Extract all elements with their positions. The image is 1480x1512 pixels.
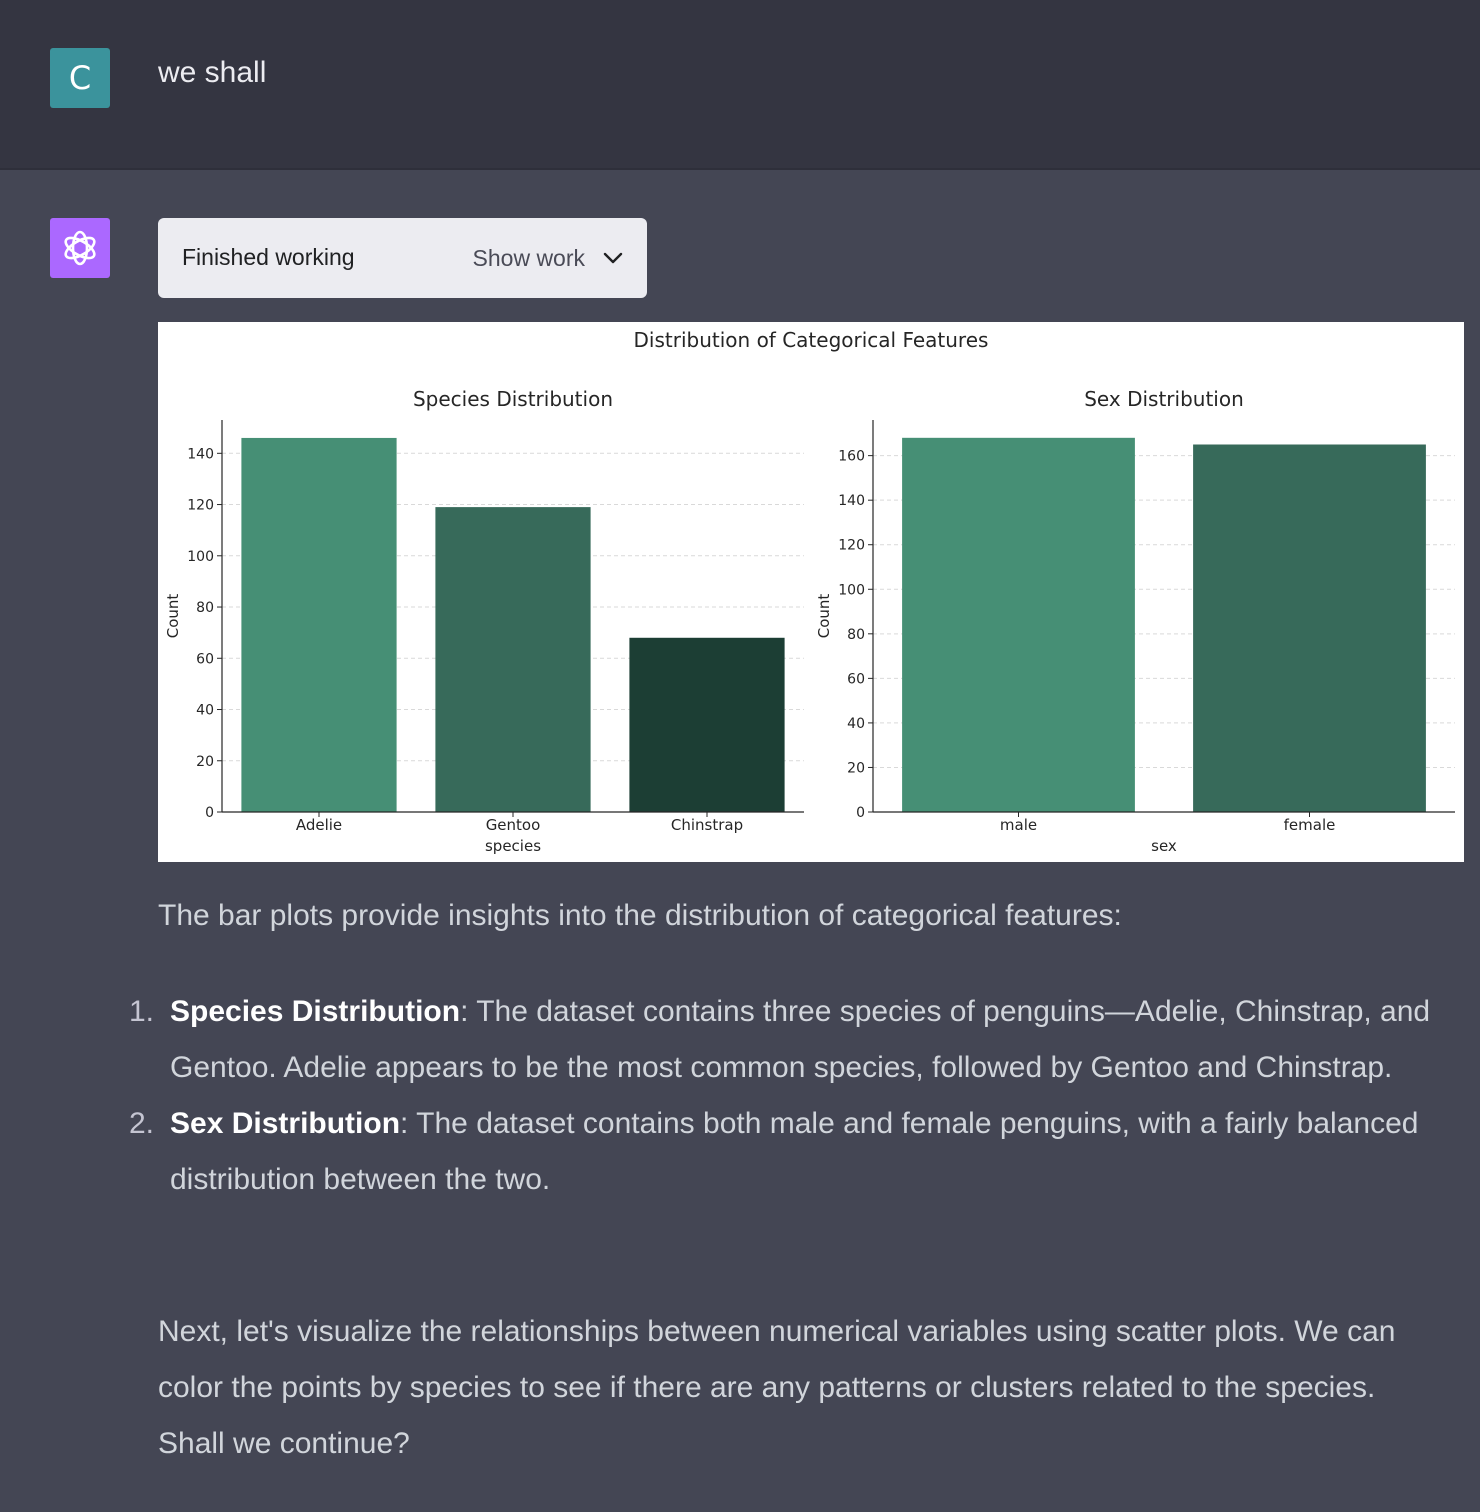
y-tick-label: 80 <box>847 627 865 643</box>
list-item: 2. Sex Distribution: The dataset contain… <box>120 1096 1440 1208</box>
bar-charts-figure: Distribution of Categorical Features 0 20… <box>164 328 1455 855</box>
response-closing: Next, let's visualize the relationships … <box>158 1315 1396 1460</box>
y-axis-label: Count <box>815 594 833 639</box>
y-tick-label: 160 <box>838 449 865 465</box>
user-message-text: we shall <box>158 56 267 89</box>
x-tick-label: Gentoo <box>486 816 541 834</box>
list-text: : The dataset contains three species of … <box>170 995 1431 1084</box>
openai-logo-icon <box>64 230 96 266</box>
x-axis-label: species <box>485 837 541 855</box>
x-axis-label: sex <box>1151 837 1177 855</box>
y-tick-label: 60 <box>196 651 214 667</box>
chart-title: Species Distribution <box>413 387 613 411</box>
bar-female <box>1193 444 1426 812</box>
user-message-row: C we shall <box>0 0 1480 170</box>
y-tick-label: 100 <box>838 582 865 598</box>
response-intro: The bar plots provide insights into the … <box>158 899 1122 932</box>
list-text: : The dataset contains both male and fem… <box>170 1107 1419 1196</box>
x-tick-label: male <box>1000 816 1037 834</box>
y-tick-label: 20 <box>196 754 214 770</box>
show-work-label: Show work <box>472 244 585 271</box>
y-tick-label: 0 <box>856 805 865 821</box>
y-tick-label: 60 <box>847 671 865 687</box>
bar-adelie <box>241 437 397 812</box>
bar-chinstrap <box>629 637 785 812</box>
chart-suptitle: Distribution of Categorical Features <box>634 328 989 352</box>
species-distribution-chart: 0 20 40 60 80 100 120 140 Adelie Gentoo Chinstrap S… <box>164 387 804 855</box>
response-list: 1. Species Distribution: The dataset con… <box>120 984 1440 1208</box>
list-number: 2. <box>128 1107 154 1140</box>
y-tick-label: 40 <box>847 716 865 732</box>
y-tick-label: 0 <box>205 805 214 821</box>
list-term: Species Distribution <box>170 995 461 1028</box>
list-term: Sex Distribution <box>170 1107 401 1140</box>
y-axis-label: Count <box>164 594 182 639</box>
assistant-avatar <box>50 218 110 278</box>
bar-gentoo <box>435 507 591 812</box>
sex-distribution-chart: 0 20 40 60 80 100 120 140 160 male female Sex Distr… <box>815 387 1455 855</box>
y-tick-label: 80 <box>196 600 214 616</box>
user-avatar: C <box>50 48 110 108</box>
work-status-box: Finished working Show work <box>158 218 647 298</box>
y-tick-label: 140 <box>187 446 214 462</box>
y-tick-label: 140 <box>838 493 865 509</box>
work-status-label: Finished working <box>182 244 355 270</box>
list-item: 1. Species Distribution: The dataset con… <box>120 984 1440 1096</box>
chart-image: Distribution of Categorical Features 0 20… <box>158 322 1464 862</box>
bar-male <box>902 437 1135 812</box>
chart-title: Sex Distribution <box>1084 387 1244 411</box>
y-tick-label: 120 <box>187 498 214 514</box>
y-tick-label: 100 <box>187 549 214 565</box>
x-tick-label: female <box>1284 816 1336 834</box>
x-tick-label: Chinstrap <box>671 816 743 834</box>
x-tick-label: Adelie <box>296 816 342 834</box>
show-work-button[interactable]: Show work <box>473 240 623 276</box>
chevron-down-icon <box>603 252 623 264</box>
y-tick-label: 20 <box>847 760 865 776</box>
y-tick-label: 40 <box>196 703 214 719</box>
list-number: 1. <box>128 995 154 1028</box>
y-tick-label: 120 <box>838 538 865 554</box>
